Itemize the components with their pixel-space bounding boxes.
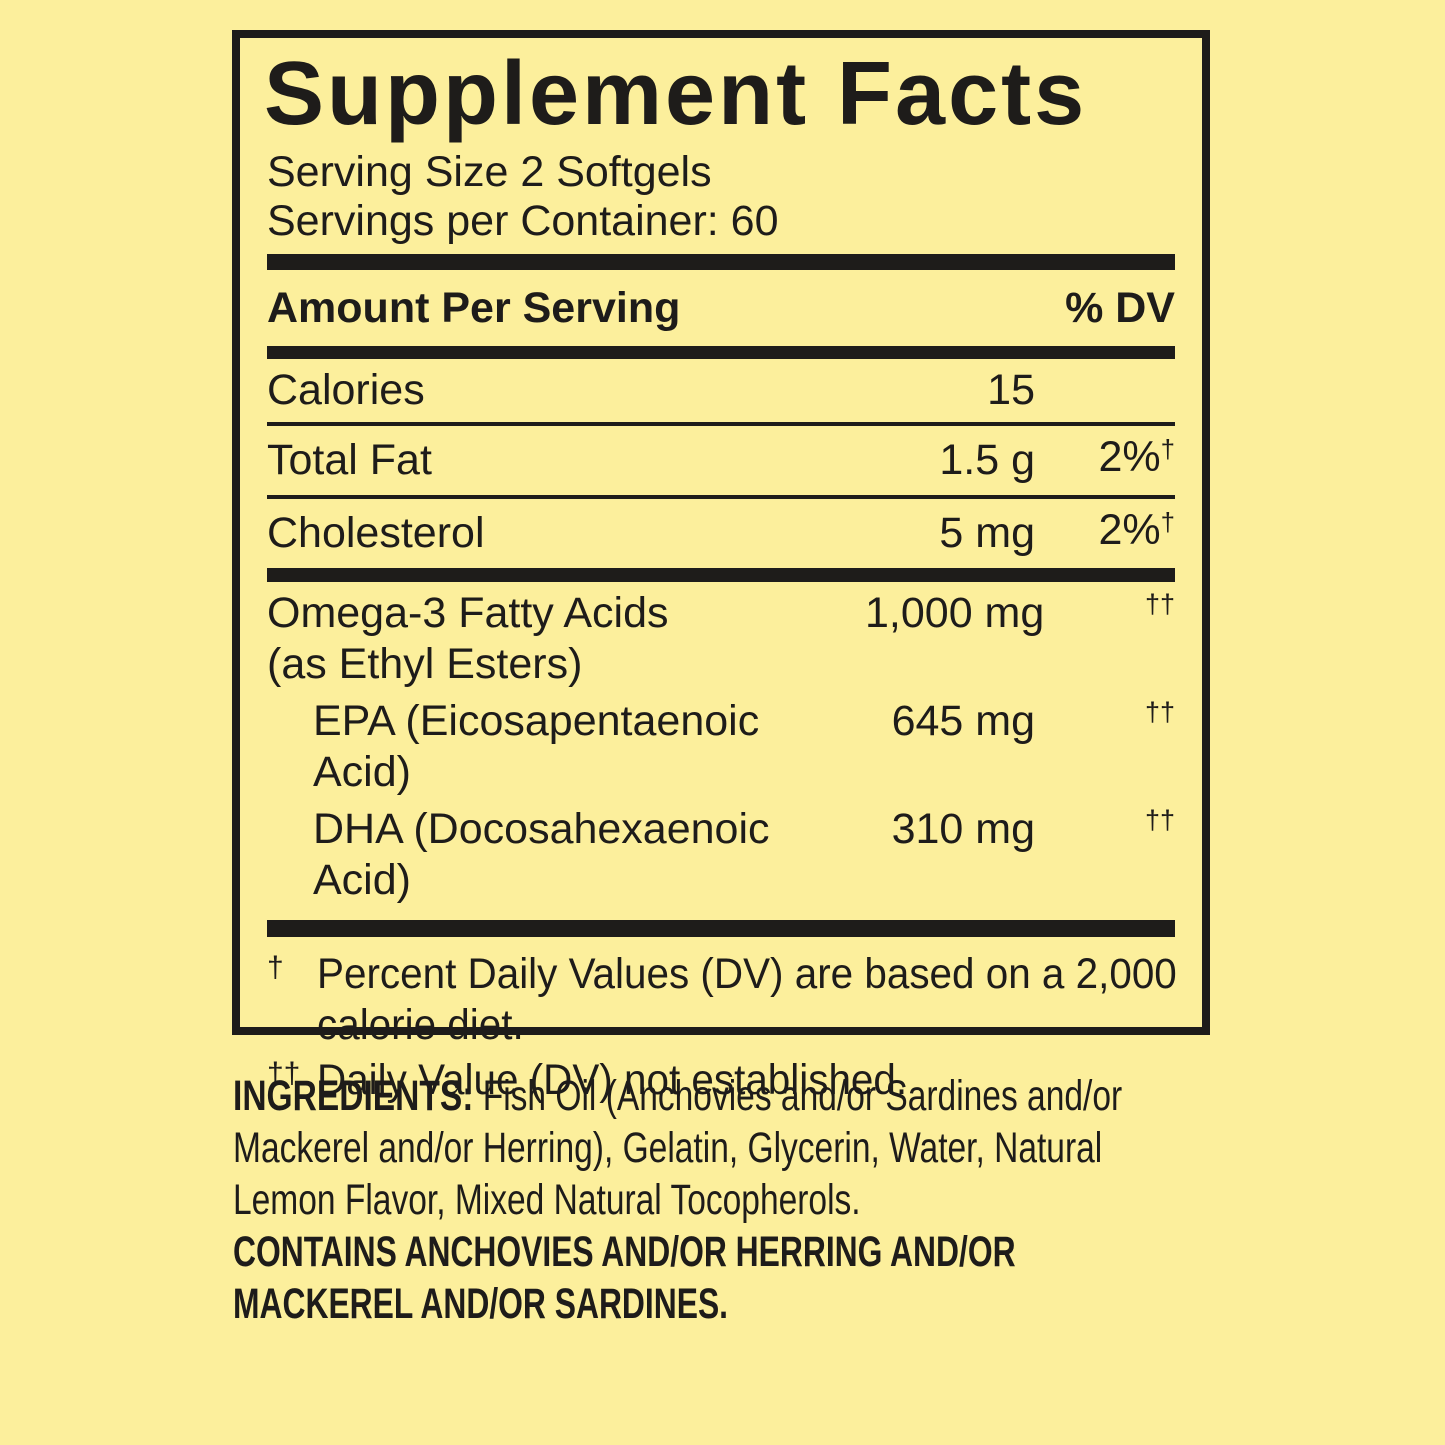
footnote-line: Daily Value (DV) not established. (317, 1055, 908, 1104)
omega3-name-line1: Omega-3 Fatty Acids (267, 588, 669, 637)
percent-dv-header: % DV (1065, 283, 1175, 332)
nutrient-name: Calories (267, 365, 425, 414)
nutrient-name: Cholesterol (267, 508, 485, 557)
ingredients-line: INGREDIENTS: Fish Oil (Anchovies and/or … (233, 1070, 1153, 1122)
double-dagger-symbol: †† (1144, 588, 1175, 619)
divider-medium (267, 345, 1175, 359)
panel-title: Supplement Facts (264, 44, 1088, 144)
contains-statement-line: CONTAINS ANCHOVIES AND/OR HERRING AND/OR (233, 1228, 1016, 1276)
nutrient-row-total-fat: Total Fat 1.5 g 2%† (267, 426, 1175, 495)
nutrient-row-epa: EPA (Eicosapentaenoic Acid) 645 mg †† (267, 696, 1175, 798)
nutrient-dv: 2%† (1098, 432, 1175, 481)
nutrient-amount: 1.5 g (939, 435, 1035, 484)
footnote-double-dagger-symbol: †† (267, 1056, 301, 1090)
footnote-daily-values: † Percent Daily Values (DV) are based on… (267, 949, 1177, 1051)
footnote-text: Percent Daily Values (DV) are based on a… (317, 949, 1232, 1051)
ingredients-section: INGREDIENTS: Fish Oil (Anchovies and/or … (233, 1070, 1413, 1330)
nutrient-row-cholesterol: Cholesterol 5 mg 2%† (267, 499, 1175, 568)
ingredients-text: Fish Oil (Anchovies and/or Sardines and/… (473, 1072, 1123, 1120)
divider-heavy-bottom (267, 919, 1175, 937)
nutrient-row-omega3: Omega-3 Fatty Acids (as Ethyl Esters) 1,… (267, 588, 1175, 690)
ingredients-line: Mackerel and/or Herring), Gelatin, Glyce… (233, 1124, 1103, 1172)
amount-per-serving-header: Amount Per Serving (267, 283, 681, 332)
nutrient-amount: 645 mg (891, 696, 1035, 745)
nutrient-name: DHA (Docosahexaenoic Acid) (313, 804, 770, 904)
row-separator (267, 421, 1175, 426)
nutrient-row-calories: Calories 15 (267, 359, 1175, 422)
nutrient-name: Omega-3 Fatty Acids (as Ethyl Esters) (267, 588, 865, 690)
footnote-line: calorie diet. (317, 1000, 524, 1049)
nutrient-amount: 15 (987, 365, 1035, 414)
nutrient-name: Total Fat (267, 435, 432, 484)
nutrient-row-dha: DHA (Docosahexaenoic Acid) 310 mg †† (267, 804, 1175, 906)
nutrient-amount: 310 mg (891, 804, 1035, 853)
contains-statement-line: MACKEREL AND/OR SARDINES. (233, 1280, 729, 1328)
footnote-text: Daily Value (DV) not established. (317, 1055, 945, 1106)
footnote-line: Percent Daily Values (DV) are based on a… (317, 949, 1177, 998)
nutrient-amount: 1,000 mg (865, 588, 1045, 637)
servings-per-container-text: Servings per Container: 60 (267, 196, 779, 245)
divider-heavy-middle (267, 567, 1175, 582)
footnote-dagger-symbol: † (267, 950, 284, 984)
nutrient-amount: 5 mg (939, 508, 1035, 557)
nutrient-dv: 2%† (1098, 505, 1175, 554)
dagger-symbol: † (1160, 435, 1175, 464)
dagger-symbol: † (1160, 508, 1175, 537)
row-separator (267, 494, 1175, 499)
table-header-row: Amount Per Serving % DV (267, 270, 1175, 346)
double-dagger-symbol: †† (1144, 696, 1175, 727)
footnote-dv-not-established: †† Daily Value (DV) not established. (267, 1055, 1175, 1106)
ingredients-label: INGREDIENTS: (233, 1072, 474, 1120)
ingredients-line: Lemon Flavor, Mixed Natural Tocopherols. (233, 1176, 861, 1224)
double-dagger-symbol: †† (1144, 804, 1175, 835)
supplement-facts-panel: Supplement Facts Serving Size 2 Softgels… (232, 30, 1210, 1104)
omega3-name-line2: (as Ethyl Esters) (267, 639, 583, 688)
nutrient-name: EPA (Eicosapentaenoic Acid) (313, 696, 760, 796)
serving-size-text: Serving Size 2 Softgels (267, 147, 712, 196)
divider-heavy-top (267, 253, 1175, 270)
